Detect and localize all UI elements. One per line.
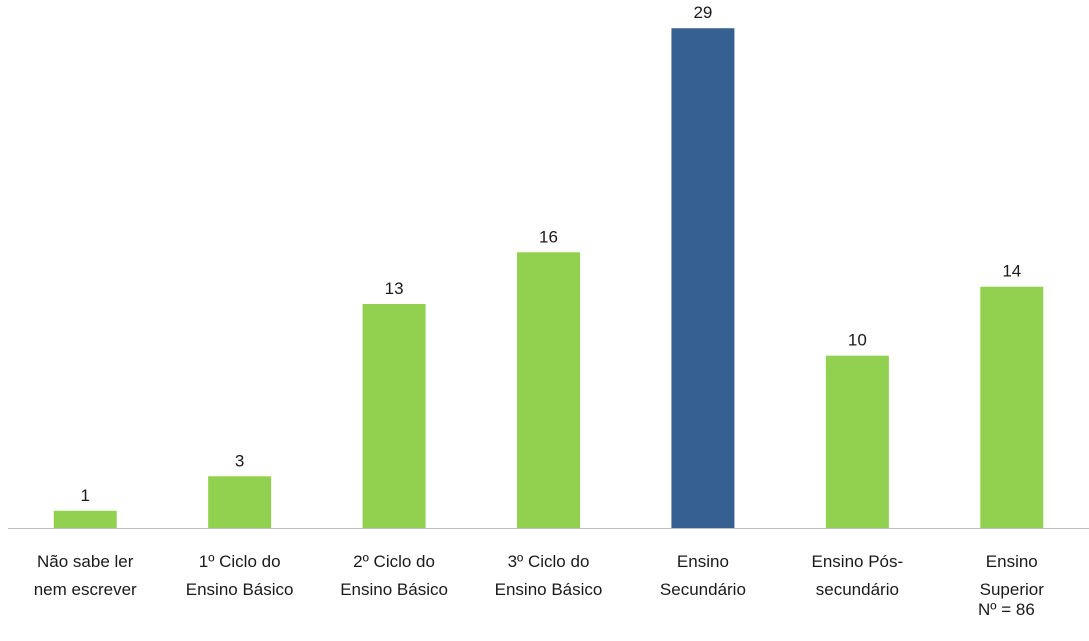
category-label: 3º Ciclo do Ensino Básico (495, 552, 603, 599)
data-label: 13 (385, 279, 404, 298)
bar (517, 252, 580, 528)
data-label: 1 (80, 486, 89, 505)
data-label: 14 (1002, 262, 1021, 281)
sample-size-note: Nº = 86 (978, 600, 1035, 619)
bar (825, 355, 889, 528)
data-label: 3 (235, 451, 244, 470)
category-label: Ensino Secundário (660, 552, 746, 599)
bar (53, 510, 117, 528)
category-labels-group: Não sabe ler nem escrever 1º Ciclo do Ensin… (34, 552, 1045, 599)
bar (208, 476, 272, 528)
bar (980, 286, 1044, 528)
bars-group (53, 28, 1044, 528)
category-label: 2º Ciclo do Ensino Básico (340, 552, 448, 599)
category-label: Ensino Pós-secundário (812, 552, 904, 599)
category-label: Ensino Superior (980, 552, 1045, 599)
category-label: 1º Ciclo do Ensino Básico (186, 552, 294, 599)
data-label: 10 (848, 331, 867, 350)
bar (671, 28, 735, 528)
bar (362, 303, 426, 528)
category-label: Não sabe ler nem escrever (34, 552, 137, 599)
data-label: 16 (539, 227, 558, 246)
data-label: 29 (693, 3, 712, 22)
